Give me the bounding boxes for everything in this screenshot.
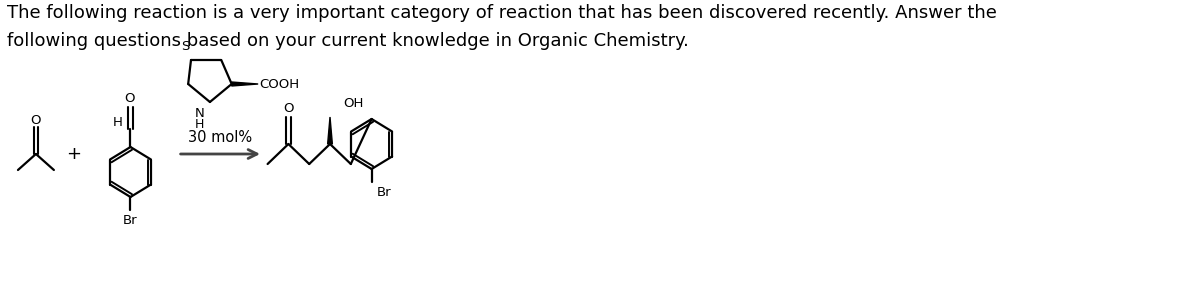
Text: 30 mol%: 30 mol% — [188, 129, 252, 144]
Polygon shape — [328, 117, 332, 144]
Text: The following reaction is a very important category of reaction that has been di: The following reaction is a very importa… — [7, 4, 996, 22]
Text: Br: Br — [124, 215, 138, 228]
Text: N: N — [194, 107, 204, 120]
Text: COOH: COOH — [259, 78, 299, 91]
Text: O: O — [31, 113, 41, 127]
Text: H: H — [113, 116, 122, 129]
Text: H: H — [194, 118, 204, 131]
Text: O: O — [125, 92, 134, 105]
Polygon shape — [232, 82, 258, 86]
Text: OH: OH — [343, 97, 364, 110]
Text: Br: Br — [377, 186, 391, 199]
Text: following questions based on your current knowledge in Organic Chemistry.: following questions based on your curren… — [7, 32, 689, 50]
Text: +: + — [66, 145, 82, 163]
Text: O: O — [283, 102, 294, 116]
Text: S: S — [181, 40, 190, 53]
